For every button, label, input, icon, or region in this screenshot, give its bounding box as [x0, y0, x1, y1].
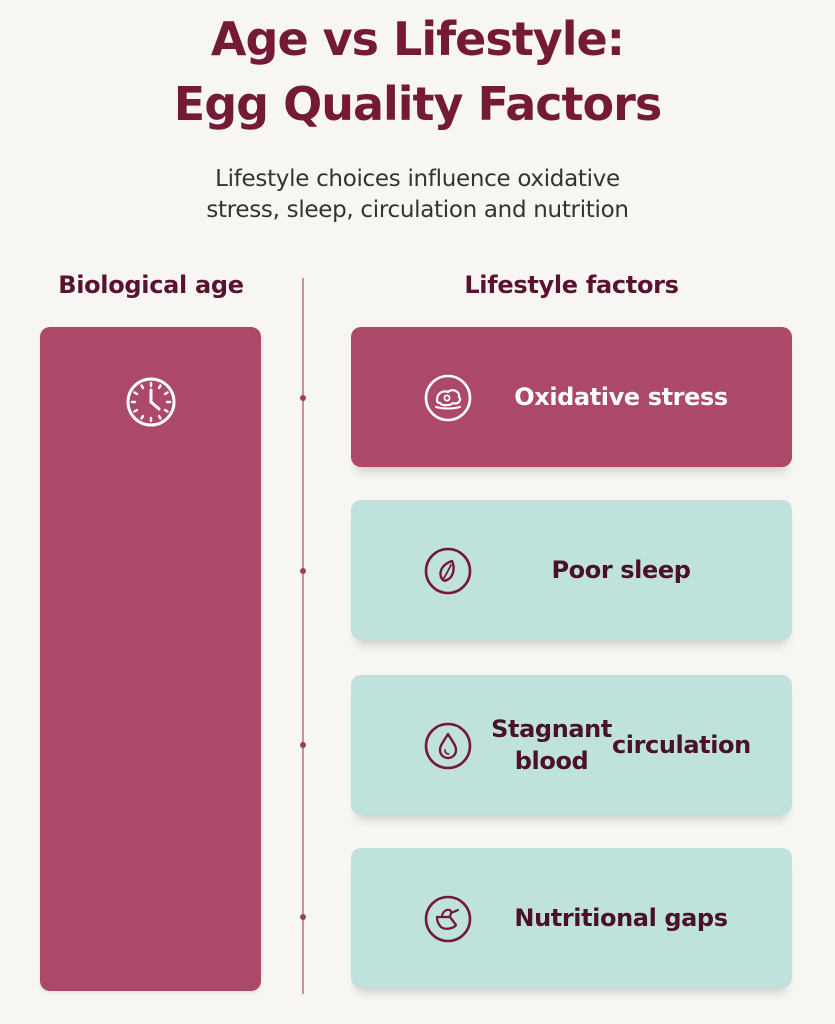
- column-divider: [302, 278, 304, 994]
- factor-label: Oxidative stress: [514, 383, 728, 411]
- biological-age-heading: Biological age: [58, 271, 244, 299]
- factor-card-oxidative-stress: Oxidative stress: [351, 327, 792, 467]
- divider-dot: [300, 914, 306, 920]
- factor-label: Stagnant blood circulation: [491, 675, 751, 815]
- title-line-1: Age vs Lifestyle:: [210, 12, 625, 66]
- clock-icon: [126, 377, 176, 427]
- divider-dot: [300, 568, 306, 574]
- factor-label: Nutritional gaps: [514, 904, 728, 932]
- subtitle-line-1: Lifestyle choices influence oxidative: [215, 166, 620, 192]
- lifestyle-factors-heading: Lifestyle factors: [464, 271, 679, 299]
- molecule-icon: [424, 374, 472, 422]
- food-icon: [424, 895, 472, 943]
- divider-dot: [300, 395, 306, 401]
- blood-drop-icon: [424, 722, 472, 770]
- title-line-2: Egg Quality Factors: [173, 77, 662, 131]
- factor-label: Poor sleep: [551, 556, 691, 584]
- factor-card-blood-circulation: Stagnant blood circulation: [351, 675, 792, 815]
- factor-label-line-1: Stagnant blood: [491, 715, 612, 775]
- factor-card-nutritional-gaps: Nutritional gaps: [351, 848, 792, 988]
- divider-dot: [300, 742, 306, 748]
- factor-card-poor-sleep: Poor sleep: [351, 500, 792, 640]
- moon-leaf-icon: [424, 547, 472, 595]
- subtitle-line-2: stress, sleep, circulation and nutrition: [206, 197, 629, 223]
- factor-label-line-2: circulation: [611, 731, 751, 759]
- biological-age-panel: [40, 327, 261, 991]
